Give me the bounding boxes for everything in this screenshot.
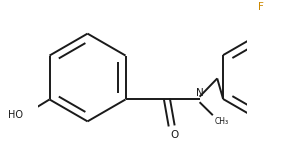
Text: N: N [196,88,203,98]
Text: F: F [258,2,264,12]
Text: CH₃: CH₃ [214,117,228,126]
Text: O: O [170,130,178,140]
Text: HO: HO [9,110,24,120]
